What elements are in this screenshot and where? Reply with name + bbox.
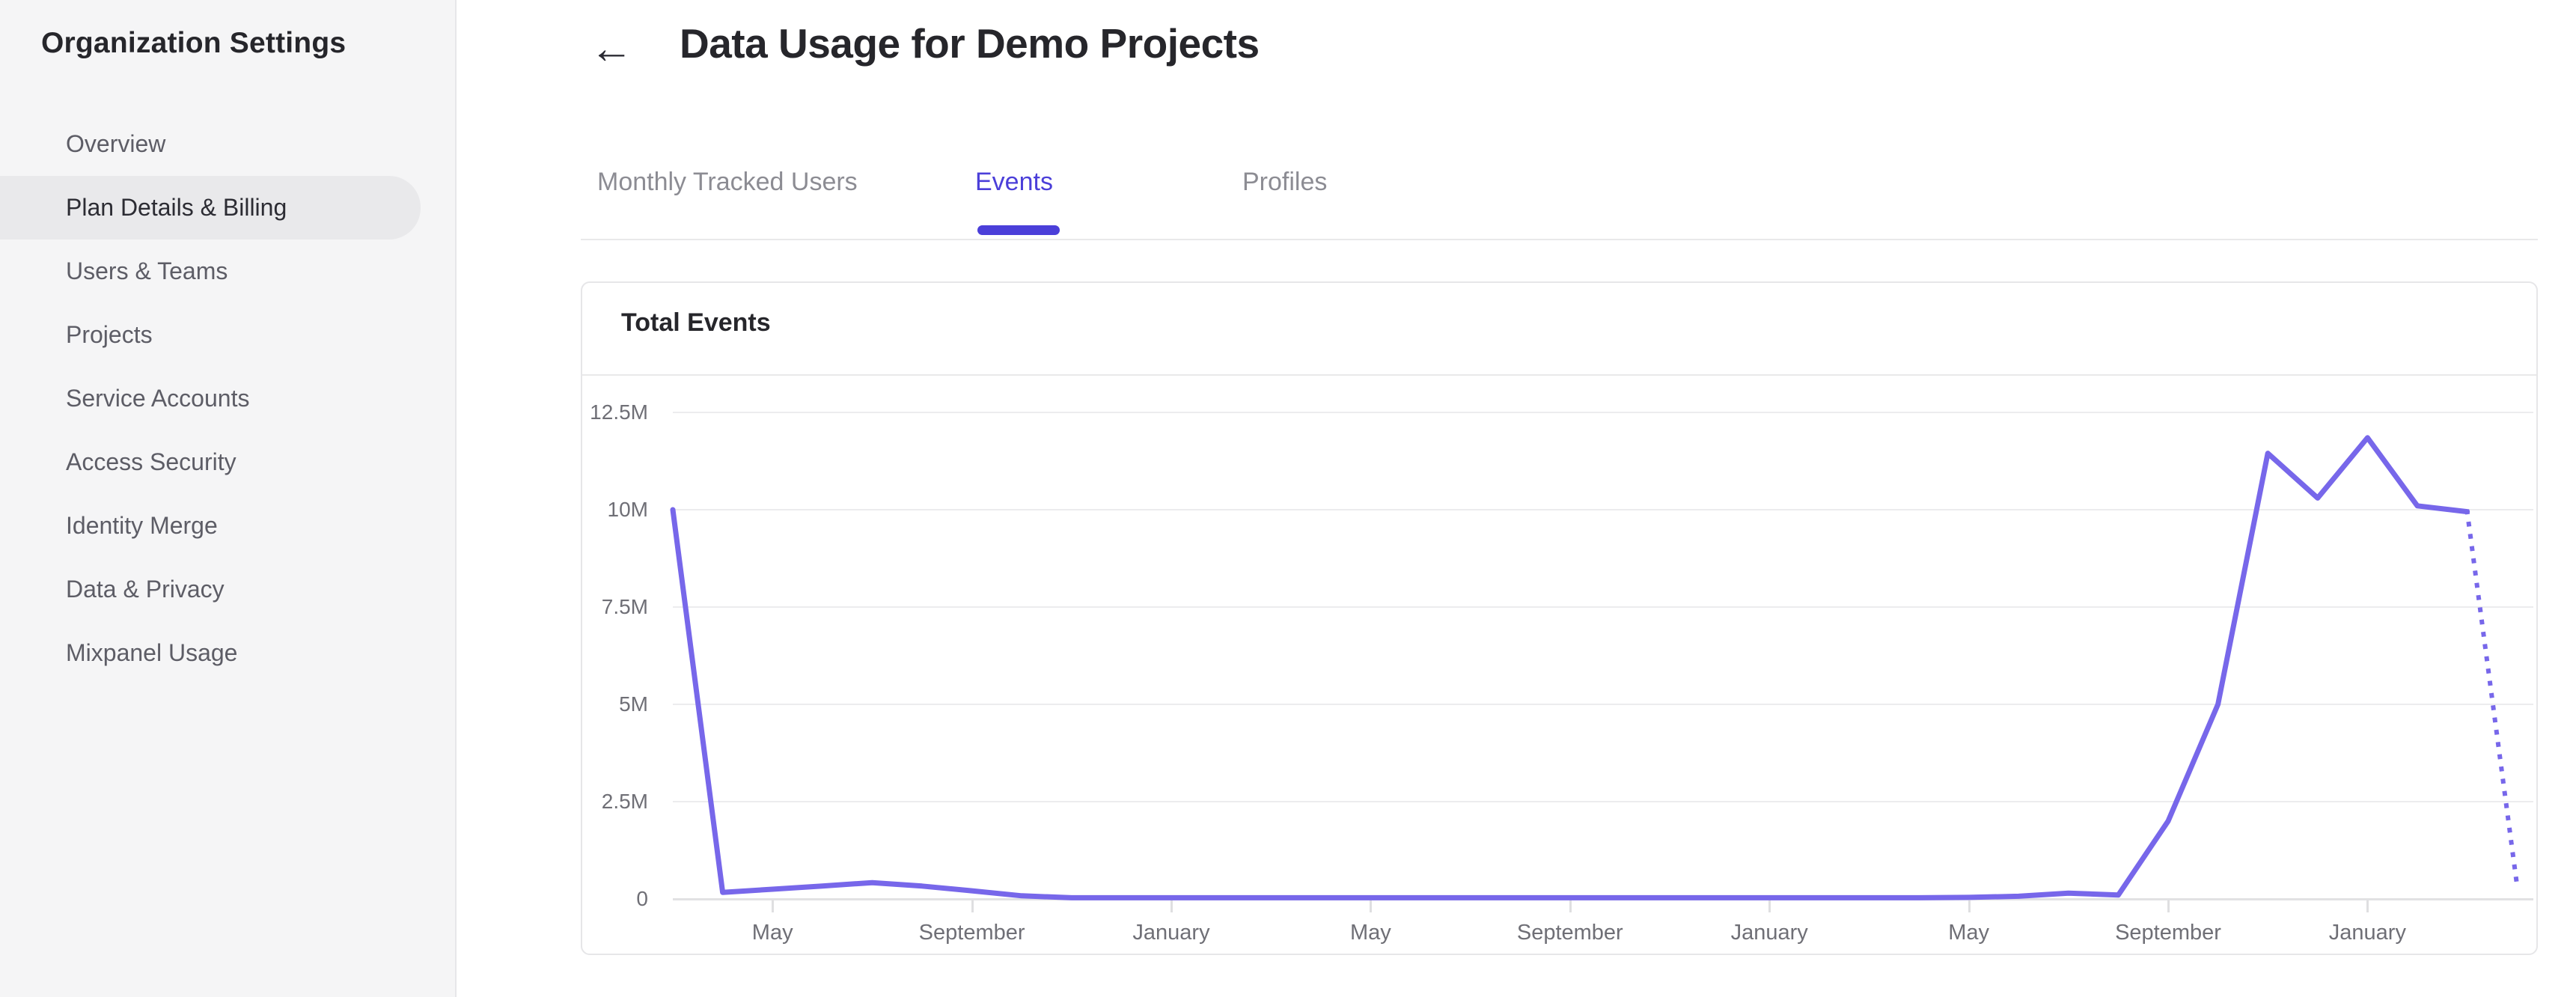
gridline-5M [673, 704, 2533, 705]
active-tab-underline [977, 225, 1060, 235]
x-axis-tick [2366, 900, 2369, 912]
card-header-divider [582, 374, 2536, 376]
back-arrow-icon: ← [590, 24, 633, 73]
x-axis-tick [971, 900, 974, 912]
gridline-12.5M [673, 412, 2533, 413]
x-axis-label: September [1516, 921, 1623, 945]
sidebar-title: Organization Settings [41, 27, 347, 59]
sidebar-item-service-accounts[interactable]: Service Accounts [66, 385, 250, 412]
chart-title: Total Events [621, 308, 771, 337]
x-axis-label: May [1349, 921, 1391, 945]
x-axis-label: January [2328, 921, 2406, 945]
x-axis-tick [1370, 900, 1373, 912]
sidebar-item-overview[interactable]: Overview [66, 130, 166, 157]
x-axis-label: January [1132, 921, 1210, 945]
sidebar-item-identity-merge[interactable]: Identity Merge [66, 512, 218, 539]
tab-profiles[interactable]: Profiles [1242, 168, 1328, 196]
sidebar-item-plan-details-billing[interactable]: Plan Details & Billing [0, 176, 421, 240]
tab-monthly-tracked-users[interactable]: Monthly Tracked Users [597, 168, 858, 196]
sidebar-item-access-security[interactable]: Access Security [66, 448, 236, 475]
y-axis-label: 0 [636, 887, 648, 910]
x-axis-label: May [1948, 921, 1989, 945]
back-button[interactable]: ← [585, 22, 638, 75]
x-axis-label: September [2115, 921, 2221, 945]
tabs-divider [581, 239, 2538, 240]
x-axis-tick [772, 900, 775, 912]
y-axis-label: 5M [619, 692, 648, 716]
tab-events[interactable]: Events [975, 168, 1053, 196]
x-axis-tick [2167, 900, 2170, 912]
x-axis-label: September [918, 921, 1025, 945]
x-axis-line [673, 898, 2533, 900]
y-axis-label: 12.5M [590, 400, 648, 424]
y-axis-label: 10M [607, 498, 648, 521]
sidebar-item-users-teams[interactable]: Users & Teams [66, 257, 228, 284]
gridline-10M [673, 509, 2533, 510]
gridline-2.5M [673, 801, 2533, 802]
x-axis-tick [1171, 900, 1173, 912]
gridline-7.5M [673, 606, 2533, 608]
page-title: Data Usage for Demo Projects [680, 20, 1260, 67]
sidebar: Organization Settings Overview Plan Detai… [0, 0, 457, 997]
total-events-card [581, 281, 2538, 955]
sidebar-nav: Overview Plan Details & Billing Users & Te… [0, 112, 457, 685]
x-axis-tick [1768, 900, 1771, 912]
sidebar-item-data-privacy[interactable]: Data & Privacy [66, 576, 225, 603]
sidebar-item-mixpanel-usage[interactable]: Mixpanel Usage [66, 639, 238, 666]
y-axis-label: 7.5M [601, 595, 648, 618]
y-axis-label: 2.5M [601, 790, 648, 813]
x-axis-label: January [1730, 921, 1808, 945]
x-axis-tick [1569, 900, 1572, 912]
x-axis-label: May [751, 921, 793, 945]
x-axis-tick [1968, 900, 1971, 912]
sidebar-item-projects[interactable]: Projects [66, 321, 153, 348]
